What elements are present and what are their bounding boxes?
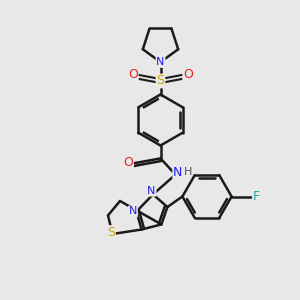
Text: O: O (183, 68, 193, 82)
Text: N: N (147, 186, 156, 196)
Text: S: S (107, 226, 115, 239)
Text: N: N (156, 57, 165, 67)
Text: N: N (173, 166, 183, 179)
Text: S: S (157, 74, 164, 88)
Text: O: O (128, 68, 138, 82)
Text: F: F (253, 190, 260, 203)
Text: O: O (123, 155, 133, 169)
Text: N: N (129, 206, 137, 217)
Text: H: H (184, 167, 192, 177)
